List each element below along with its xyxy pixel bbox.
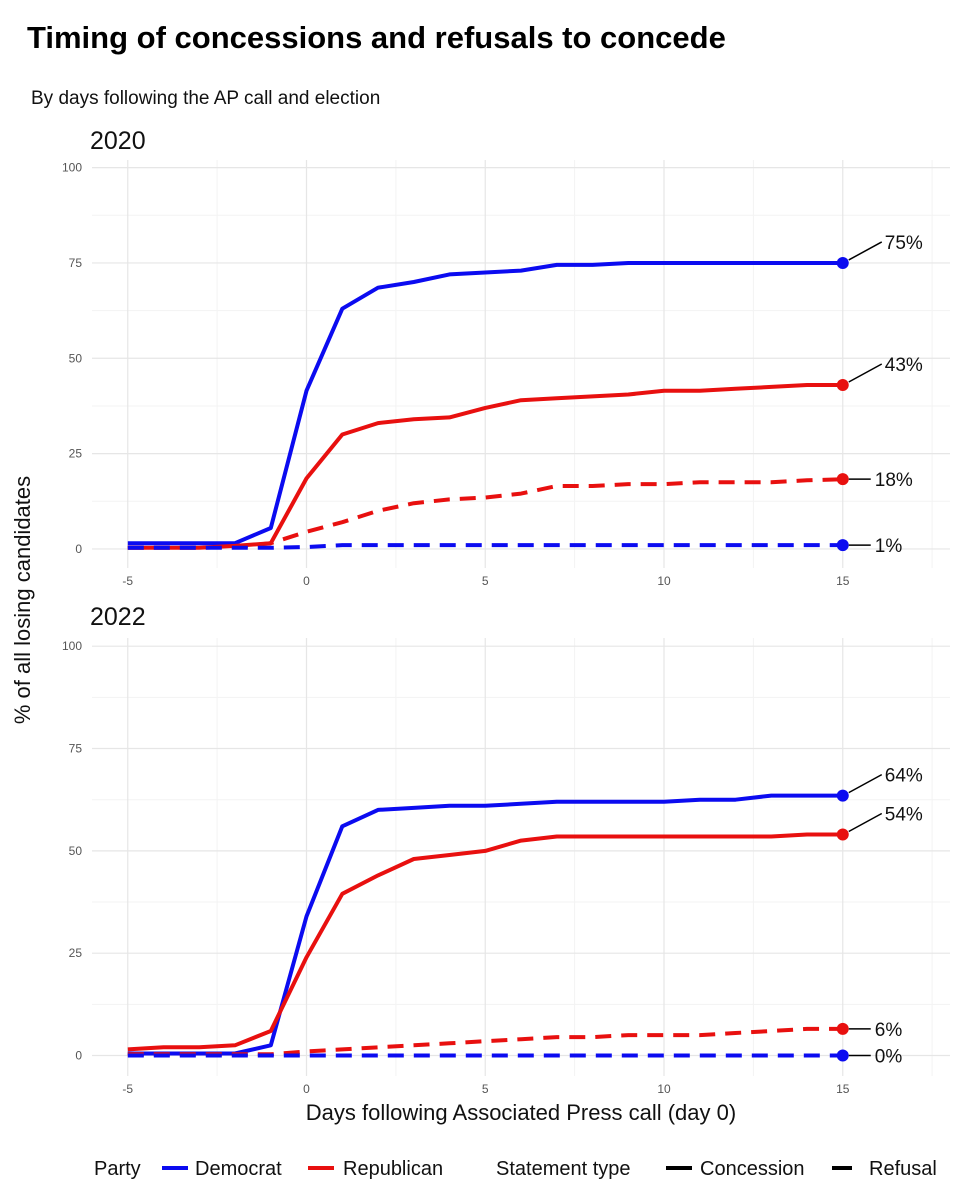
x-tick-label: -5 (122, 1082, 133, 1096)
end-label: 64% (885, 766, 923, 787)
x-axis-title: Days following Associated Press call (da… (306, 1100, 736, 1125)
legend-item-republican: Republican (343, 1158, 443, 1180)
y-axis-title: % of all losing candidates (10, 476, 35, 724)
panel-2022: 2022 -5 0 5 10 15 0 25 50 75 100 64% 54% 6% 0% (62, 603, 950, 1096)
end-label: 75% (885, 233, 923, 254)
panel-title-2020: 2020 (90, 127, 146, 155)
series-line-republican-refusal (127, 477, 843, 550)
y-tick-label: 25 (69, 447, 83, 461)
panel-2020: 2020 -5 0 5 10 15 0 25 50 75 100 75% 43% 18% 1% (62, 127, 950, 588)
panel-title-2022: 2022 (90, 603, 146, 631)
y-tick-label: 50 (69, 351, 83, 365)
x-tick-label: 10 (657, 574, 671, 588)
legend-item-democrat: Democrat (195, 1158, 282, 1180)
series-line-democrat-concession (127, 793, 843, 1056)
end-label: 43% (885, 355, 923, 376)
end-label-leader (848, 773, 883, 794)
end-point-democrat-concession (836, 256, 849, 269)
end-label: 0% (875, 1047, 903, 1068)
x-tick-label: 0 (303, 574, 310, 588)
end-label: 18% (875, 470, 913, 491)
gridlines (92, 638, 950, 1076)
x-tick-label: 5 (482, 574, 489, 588)
series-line-democrat-concession (127, 261, 843, 546)
x-tick-label: -5 (122, 574, 133, 588)
y-tick-label: 75 (69, 742, 83, 756)
legend-party-title: Party (94, 1158, 141, 1180)
y-tick-label: 0 (75, 542, 82, 556)
end-point-democrat-refusal (836, 539, 849, 552)
end-label-leader (848, 812, 883, 833)
legend-type-title: Statement type (496, 1158, 631, 1180)
y-tick-label: 0 (75, 1049, 82, 1063)
y-tick-label: 100 (62, 161, 82, 175)
end-point-republican-refusal (836, 473, 849, 486)
end-point-republican-concession (836, 828, 849, 841)
end-point-democrat-refusal (836, 1049, 849, 1062)
legend-item-refusal: Refusal (869, 1158, 937, 1180)
y-tick-label: 25 (69, 946, 83, 960)
y-tick-label: 50 (69, 844, 83, 858)
y-tick-label: 100 (62, 639, 82, 653)
legend-item-concession: Concession (700, 1158, 805, 1180)
chart-title: Timing of concessions and refusals to co… (27, 20, 726, 55)
legend: Party Democrat Republican Statement type… (94, 1158, 937, 1180)
end-point-democrat-concession (836, 789, 849, 802)
x-tick-label: 5 (482, 1082, 489, 1096)
x-tick-label: 0 (303, 1082, 310, 1096)
series-line-democrat-refusal (127, 543, 843, 550)
x-tick-label: 15 (836, 1082, 850, 1096)
x-tick-label: 10 (657, 1082, 671, 1096)
series-line-republican-concession (127, 832, 843, 1052)
end-label: 1% (875, 536, 903, 557)
end-label-leader (848, 241, 883, 261)
gridlines (92, 160, 950, 568)
end-point-republican-refusal (836, 1022, 849, 1035)
end-point-republican-concession (836, 378, 849, 391)
chart-subtitle: By days following the AP call and electi… (31, 88, 380, 109)
x-tick-label: 15 (836, 574, 850, 588)
y-tick-label: 75 (69, 256, 83, 270)
end-label: 6% (875, 1020, 903, 1041)
end-label-leader (848, 363, 883, 383)
end-label: 54% (885, 804, 923, 825)
